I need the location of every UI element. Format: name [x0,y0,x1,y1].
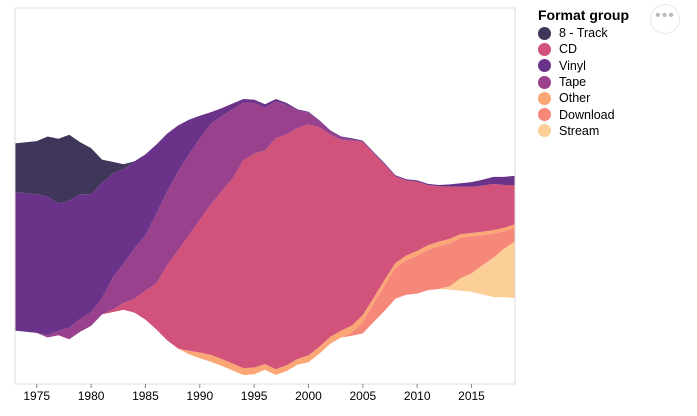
x-tick-label: 1980 [78,389,105,403]
legend-label: CD [559,42,578,57]
legend-title: Format group [538,7,629,23]
legend-item[interactable]: Vinyl [538,58,629,74]
x-tick-label: 1990 [186,389,213,403]
x-tick-label: 1985 [132,389,159,403]
legend-swatch [538,59,551,73]
legend-swatch [538,124,551,138]
plot-frame [14,7,516,385]
legend-label: Tape [559,75,587,90]
x-tick-label: 2015 [458,389,485,403]
stream-areas [15,99,515,375]
area-download[interactable] [15,227,515,375]
ellipsis-icon: ••• [655,7,675,24]
x-axis: 1975 1980 1985 1990 1995 2000 2005 2010 2015 [23,384,485,403]
legend-swatch [538,108,551,122]
x-tick-label: 1975 [23,389,50,403]
legend-item[interactable]: Download [538,106,629,122]
legend-label: Vinyl [559,58,586,73]
area-8-track[interactable] [15,99,515,204]
area-tape[interactable] [15,101,515,340]
legend-swatch [538,26,551,40]
more-options-button[interactable]: ••• [650,4,680,34]
legend-item[interactable]: CD [538,41,629,57]
legend: Format group 8 - Track CD Vinyl Tape Other Do… [538,7,629,139]
legend-item[interactable]: Other [538,90,629,106]
legend-label: Download [559,107,615,122]
legend-label: 8 - Track [559,26,608,41]
legend-label: Other [559,91,591,106]
x-tick-label: 2005 [349,389,376,403]
x-tick-label: 2000 [295,389,322,403]
legend-item[interactable]: 8 - Track [538,25,629,41]
area-vinyl[interactable] [15,99,515,336]
legend-items: 8 - Track CD Vinyl Tape Other Download Stream [538,25,629,139]
legend-label: Stream [559,123,600,138]
legend-swatch [538,91,551,105]
x-tick-label: 2010 [404,389,431,403]
legend-swatch [538,75,551,89]
area-cd[interactable] [15,124,515,370]
legend-item[interactable]: Tape [538,74,629,90]
legend-item[interactable]: Stream [538,123,629,139]
x-tick-label: 1995 [241,389,268,403]
legend-swatch [538,42,551,56]
